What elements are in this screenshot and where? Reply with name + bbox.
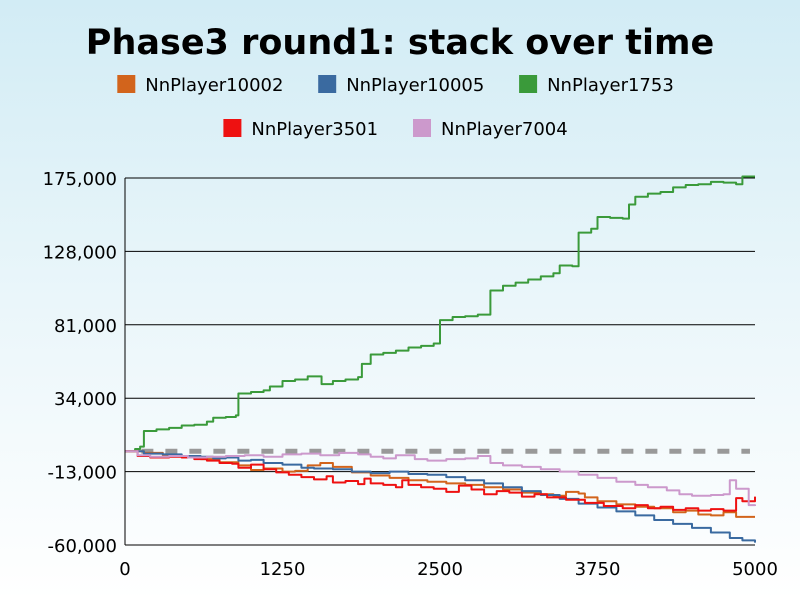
y-tick-label: 34,000 [54,389,117,410]
y-tick-label: -13,000 [48,463,117,484]
series-line-nnplayer3501 [125,450,756,512]
y-tick-label: -60,000 [48,536,117,557]
x-tick-label: 5000 [732,559,778,580]
y-tick-label: 128,000 [43,242,117,263]
legend-label: NnPlayer7004 [441,119,568,140]
legend: NnPlayer10002 NnPlayer10005 NnPlayer1753 Nn… [117,75,674,140]
x-tick-label: 2500 [417,559,463,580]
legend-label: NnPlayer3501 [251,119,378,140]
x-tick-labels: 0 1250 2500 3750 5000 [119,559,778,580]
legend-swatch [117,75,136,93]
legend-swatch [223,119,242,137]
y-tick-labels: -60,000 -13,000 34,000 81,000 128,000 175,000 [43,169,117,557]
legend-label: NnPlayer10005 [346,75,484,96]
series-layer [125,175,756,543]
chart-title: Phase3 round1: stack over time [86,23,714,63]
series-line-nnplayer7004 [125,450,756,507]
y-tick-label: 175,000 [43,169,117,190]
legend-swatch [519,75,538,93]
legend-swatch [413,119,431,137]
legend-swatch [318,75,337,93]
legend-label: NnPlayer1753 [547,75,674,96]
series-line-nnplayer10005 [125,450,756,543]
x-tick-label: 0 [119,559,130,580]
x-tick-label: 3750 [575,559,621,580]
series-line-nnplayer1753 [125,175,755,453]
legend-label: NnPlayer10002 [145,75,283,96]
grid-lines [125,177,755,546]
y-tick-label: 81,000 [54,316,117,337]
x-tick-label: 1250 [260,559,306,580]
